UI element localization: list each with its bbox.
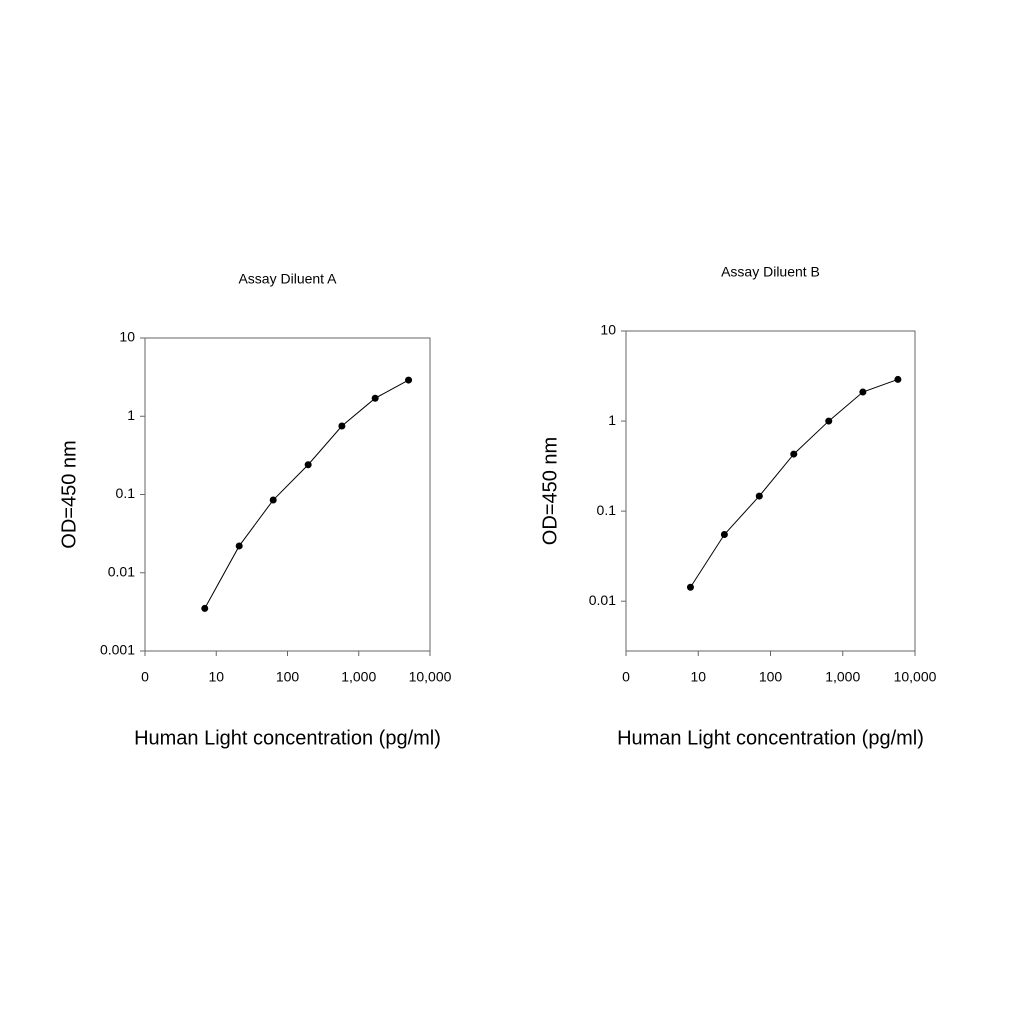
y-tick-label: 0.1: [597, 502, 617, 518]
data-line: [690, 378, 899, 588]
x-tick-label: 100: [759, 669, 783, 685]
x-tick-label: 0: [622, 669, 630, 685]
x-tick-label: 10,000: [409, 669, 452, 685]
data-point: [686, 583, 694, 591]
y-tick-label: 10: [119, 329, 135, 345]
y-tick-label: 0.001: [100, 642, 135, 658]
y-tick-label: 10: [600, 322, 616, 338]
data-point: [338, 422, 346, 430]
x-tick-label: 10: [690, 669, 706, 685]
data-point: [859, 388, 867, 396]
y-tick-label: 0.1: [116, 485, 136, 501]
y-tick-label: 1: [608, 412, 616, 428]
y-tick-label: 1: [127, 407, 135, 423]
data-point: [755, 492, 763, 500]
data-point: [201, 604, 209, 612]
data-point: [825, 417, 833, 425]
data-point: [371, 394, 379, 402]
data-point: [269, 496, 277, 504]
x-tick-label: 1,000: [825, 669, 860, 685]
plot-frame: [625, 330, 916, 652]
data-point: [235, 542, 243, 550]
data-point: [720, 531, 728, 539]
x-axis-label: Human Light concentration (pg/ml): [134, 727, 441, 749]
y-tick-label: 0.01: [108, 563, 135, 579]
chart-title: Assay Diluent A: [238, 271, 337, 287]
data-point: [894, 375, 902, 383]
x-tick-label: 10,000: [894, 669, 937, 685]
data-line: [204, 379, 409, 609]
data-point: [405, 376, 413, 384]
y-axis-label: OD=450 nm: [539, 437, 561, 545]
x-tick-label: 100: [276, 669, 300, 685]
data-point: [790, 450, 798, 458]
plot-frame: [144, 337, 431, 652]
x-tick-label: 10: [208, 669, 224, 685]
x-tick-label: 1,000: [341, 669, 376, 685]
y-tick-label: 0.01: [589, 592, 616, 608]
chart-title: Assay Diluent B: [721, 264, 820, 280]
x-axis-label: Human Light concentration (pg/ml): [617, 727, 924, 749]
y-axis-label: OD=450 nm: [58, 440, 80, 548]
x-tick-label: 0: [141, 669, 149, 685]
data-point: [304, 461, 312, 469]
